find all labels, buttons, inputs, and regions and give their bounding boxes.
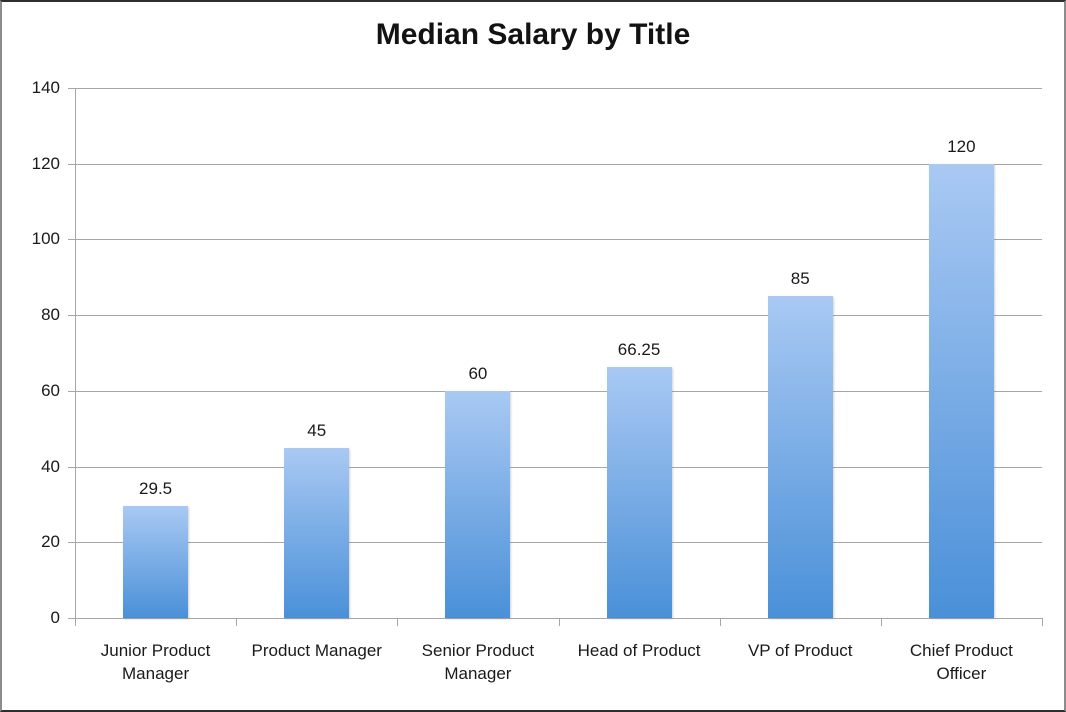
bar-value-label: 29.5 — [139, 479, 173, 499]
gridline — [68, 466, 1042, 468]
gridline — [68, 88, 1042, 89]
category-tick — [397, 618, 399, 626]
gridline — [68, 315, 1042, 317]
x-tick-label: Chief Product Officer — [909, 641, 1013, 683]
gridline — [68, 542, 1042, 544]
bar-value-label: 66.25 — [617, 340, 661, 360]
x-tick-label: Junior Product Manager — [100, 641, 211, 683]
y-tick-label: 40 — [41, 456, 60, 476]
bar-value-label: 60 — [468, 363, 488, 383]
bar — [284, 447, 350, 618]
category-tick — [719, 618, 721, 626]
category-tick — [236, 618, 238, 626]
gridline — [68, 618, 1042, 619]
bar-value-label: 85 — [790, 269, 810, 289]
x-tick-label: Head of Product — [577, 641, 701, 660]
x-tick-label: Senior Product Manager — [421, 641, 535, 683]
category-tick — [1042, 618, 1043, 626]
bar — [123, 506, 189, 618]
bar-value-label: 120 — [947, 136, 976, 156]
gridline — [68, 390, 1042, 392]
bar-value-label: 45 — [307, 420, 327, 440]
bar — [445, 390, 511, 618]
x-tick-label: VP of Product — [747, 641, 853, 660]
y-tick-label: 0 — [50, 608, 60, 627]
y-tick-label: 20 — [41, 532, 60, 552]
y-tick-label: 60 — [41, 380, 60, 400]
x-tick-label: Product Manager — [251, 641, 382, 660]
y-tick-label: 140 — [31, 78, 60, 97]
bar — [928, 163, 994, 618]
category-tick — [880, 618, 882, 626]
y-tick-label: 120 — [31, 153, 60, 173]
y-axis-line — [75, 88, 76, 626]
gridline — [68, 239, 1042, 241]
chart-title: Median Salary by Title — [375, 18, 691, 51]
bar — [606, 367, 672, 618]
bar — [767, 296, 833, 618]
y-tick-label: 100 — [31, 229, 60, 249]
y-tick-label: 80 — [41, 305, 60, 325]
category-tick — [558, 618, 560, 626]
gridline — [68, 163, 1042, 165]
